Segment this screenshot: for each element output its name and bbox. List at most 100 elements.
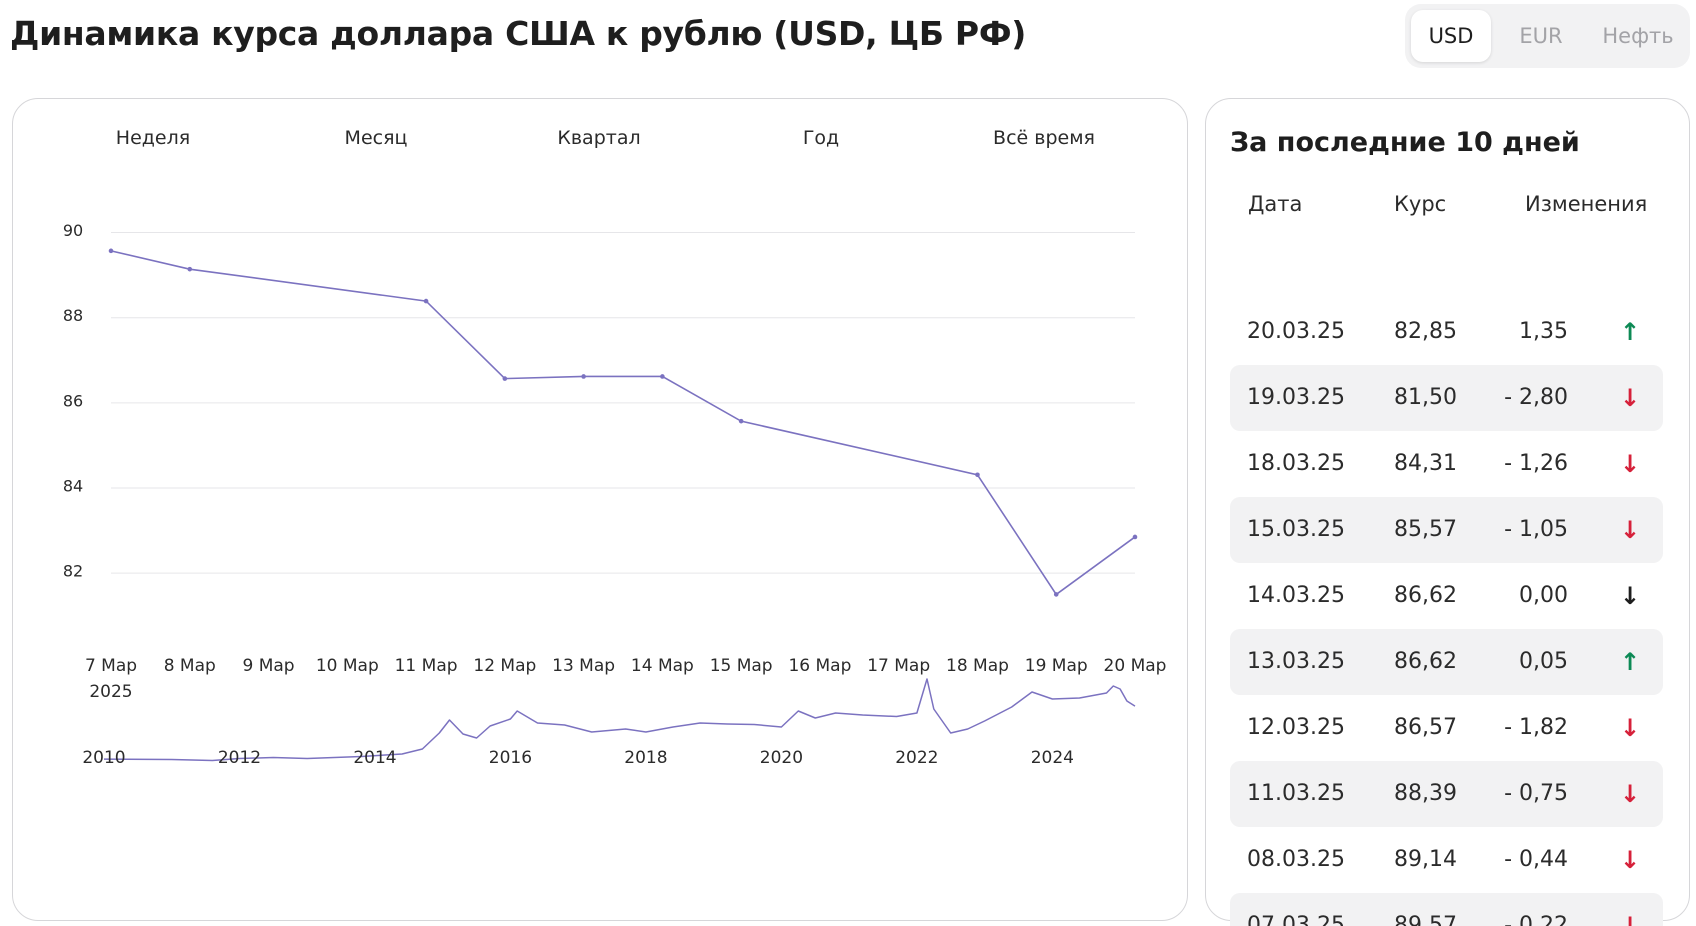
table-row: 08.03.25 89,14 - 0,44 ↓ xyxy=(1230,827,1663,893)
x-tick-label: 10 Мар xyxy=(316,656,379,676)
x-tick-label: 18 Мар xyxy=(946,656,1009,676)
row-change: - 0,22 xyxy=(1504,913,1568,926)
x-tick-label: 12 Мар xyxy=(473,656,536,676)
x-tick-label: 13 Мар xyxy=(552,656,615,676)
row-date: 20.03.25 xyxy=(1247,319,1345,344)
overview-x-tick-label: 2014 xyxy=(353,748,396,768)
arrow-down-icon: ↓ xyxy=(1619,582,1641,610)
x-tick-label: 20 Мар xyxy=(1104,656,1167,676)
row-rate: 86,62 xyxy=(1394,583,1457,608)
overview-x-tick-label: 2016 xyxy=(489,748,532,768)
data-point xyxy=(581,374,586,379)
row-date: 12.03.25 xyxy=(1247,715,1345,740)
row-rate: 89,57 xyxy=(1394,913,1457,926)
row-date: 07.03.25 xyxy=(1247,913,1345,926)
data-point xyxy=(1132,534,1138,540)
period-tab-week[interactable]: Неделя xyxy=(115,127,191,149)
table-row: 18.03.25 84,31 - 1,26 ↓ xyxy=(1230,431,1663,497)
table-title: За последние 10 дней xyxy=(1230,127,1580,158)
overview-x-tick-label: 2024 xyxy=(1031,748,1074,768)
row-change: - 1,05 xyxy=(1504,517,1568,542)
arrow-down-icon: ↓ xyxy=(1619,912,1641,926)
row-change: - 0,75 xyxy=(1504,781,1568,806)
table-row: 19.03.25 81,50 - 2,80 ↓ xyxy=(1230,365,1663,431)
overview-x-tick-label: 2020 xyxy=(760,748,803,768)
period-tab-all-time[interactable]: Всё время xyxy=(993,127,1095,149)
table-row: 12.03.25 86,57 - 1,82 ↓ xyxy=(1230,695,1663,761)
arrow-down-icon: ↓ xyxy=(1619,516,1641,544)
arrow-down-icon: ↓ xyxy=(1619,714,1641,742)
x-tick-label: 11 Мар xyxy=(395,656,458,676)
row-rate: 81,50 xyxy=(1394,385,1457,410)
row-change: - 0,44 xyxy=(1504,847,1568,872)
chart-card: Неделя Месяц Квартал Год Всё время 82 84 8… xyxy=(12,98,1188,921)
table-row: 13.03.25 86,62 0,05 ↑ xyxy=(1230,629,1663,695)
row-date: 18.03.25 xyxy=(1247,451,1345,476)
data-point xyxy=(187,266,193,272)
y-tick-label: 88 xyxy=(63,306,83,325)
y-tick-label: 82 xyxy=(63,562,83,581)
period-tab-month[interactable]: Месяц xyxy=(344,127,408,149)
row-date: 19.03.25 xyxy=(1247,385,1345,410)
overview-x-tick-label: 2022 xyxy=(895,748,938,768)
row-date: 15.03.25 xyxy=(1247,517,1345,542)
tab-eur[interactable]: EUR xyxy=(1519,24,1563,48)
data-point xyxy=(738,418,744,424)
data-point xyxy=(108,248,114,254)
data-point xyxy=(502,376,508,381)
row-change: 0,00 xyxy=(1519,583,1568,608)
x-tick-label: 17 Мар xyxy=(867,656,930,676)
row-change: - 2,80 xyxy=(1504,385,1568,410)
table-row: 11.03.25 88,39 - 0,75 ↓ xyxy=(1230,761,1663,827)
x-tick-label: 7 Мар xyxy=(85,656,137,676)
header-change: Изменения xyxy=(1525,192,1648,216)
x-tick-label: 19 Мар xyxy=(1025,656,1088,676)
y-tick-label: 90 xyxy=(63,221,83,240)
row-rate: 89,14 xyxy=(1394,847,1457,872)
table-row: 14.03.25 86,62 0,00 ↓ xyxy=(1230,563,1663,629)
row-date: 13.03.25 xyxy=(1247,649,1345,674)
currency-switch: USD EUR Нефть xyxy=(1405,4,1690,68)
row-rate: 88,39 xyxy=(1394,781,1457,806)
row-change: - 1,82 xyxy=(1504,715,1568,740)
tab-usd[interactable]: USD xyxy=(1411,10,1491,62)
period-tab-year[interactable]: Год xyxy=(802,127,840,149)
y-tick-label: 86 xyxy=(63,391,83,410)
x-tick-label: 15 Мар xyxy=(710,656,773,676)
period-tab-quarter[interactable]: Квартал xyxy=(557,127,641,149)
arrow-up-icon: ↑ xyxy=(1619,318,1641,346)
table-row: 20.03.25 82,85 1,35 ↑ xyxy=(1230,299,1663,365)
x-tick-label: 14 Мар xyxy=(631,656,694,676)
overview-series-line xyxy=(103,678,1136,762)
series-line xyxy=(110,250,1136,596)
page-title: Динамика курса доллара США к рублю (USD,… xyxy=(10,14,1027,53)
tab-oil[interactable]: Нефть xyxy=(1602,24,1674,48)
data-point xyxy=(975,472,980,478)
data-point xyxy=(423,298,429,304)
row-change: 0,05 xyxy=(1519,649,1568,674)
table-row: 15.03.25 85,57 - 1,05 ↓ xyxy=(1230,497,1663,563)
row-date: 14.03.25 xyxy=(1247,583,1345,608)
overview-x-tick-label: 2018 xyxy=(624,748,667,768)
data-point xyxy=(1053,592,1059,597)
row-rate: 85,57 xyxy=(1394,517,1457,542)
row-rate: 84,31 xyxy=(1394,451,1457,476)
x-tick-label: 9 Мар xyxy=(242,656,294,676)
x-year-label: 2025 xyxy=(89,682,132,702)
arrow-down-icon: ↓ xyxy=(1619,450,1641,478)
rates-table-card: За последние 10 дней Дата Курс Изменения… xyxy=(1205,98,1690,926)
header-rate: Курс xyxy=(1394,192,1447,216)
arrow-down-icon: ↓ xyxy=(1619,846,1641,874)
x-tick-label: 16 Мар xyxy=(788,656,851,676)
table-row: 07.03.25 89,57 - 0,22 ↓ xyxy=(1230,893,1663,926)
row-rate: 82,85 xyxy=(1394,319,1457,344)
overview-x-tick-label: 2012 xyxy=(218,748,261,768)
header-date: Дата xyxy=(1248,192,1303,216)
row-change: - 1,26 xyxy=(1504,451,1568,476)
main-line-chart: 82 84 86 88 90 7 Мар 8 Мар 9 Мар 10 Мар 11 Мар 12 … xyxy=(63,221,1167,768)
row-date: 08.03.25 xyxy=(1247,847,1345,872)
row-rate: 86,57 xyxy=(1394,715,1457,740)
row-rate: 86,62 xyxy=(1394,649,1457,674)
x-tick-label: 8 Мар xyxy=(164,656,216,676)
row-date: 11.03.25 xyxy=(1247,781,1345,806)
